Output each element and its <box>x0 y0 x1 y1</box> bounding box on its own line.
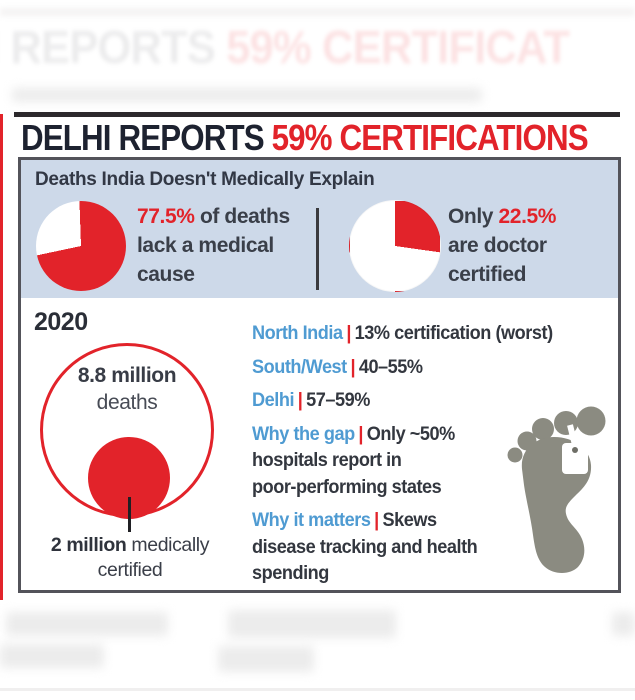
fact-term: Why the gap <box>252 422 355 445</box>
pointer-line <box>128 497 131 532</box>
pie-caption-left: 77.5% of deaths lack a medical cause <box>137 202 290 289</box>
ghost-text-smudge <box>612 612 635 636</box>
ghost-band-top <box>0 8 635 16</box>
fact-value: 40–55% <box>358 355 423 378</box>
infographic-box: Deaths India Doesn't Medically Explain 7… <box>18 157 621 593</box>
fact-term: South/West <box>252 355 347 378</box>
right-pie-text-3: certified <box>448 263 527 286</box>
fact-why-the-gap: Why the gap | Only ~50% hospitals report i… <box>252 421 624 501</box>
fact-separator: | <box>358 422 364 445</box>
bottom-rule-line <box>0 688 635 691</box>
footprint-toe-tag-icon <box>507 406 606 573</box>
pie-caption-right: Only 22.5% are doctor certified <box>448 202 556 289</box>
left-pie-percent: 77.5% <box>137 205 195 228</box>
ghost-text-smudge <box>6 612 168 636</box>
fact-separator: | <box>350 355 356 378</box>
left-pie-text-1: of deaths <box>194 205 290 228</box>
right-pie-text-2: are doctor <box>448 234 547 257</box>
fact-delhi: Delhi | 57–59% <box>252 387 624 414</box>
fact-continuation: hospitals report in <box>252 449 402 471</box>
fact-value: 13% certification (worst) <box>354 322 553 344</box>
left-edge-red-rule <box>0 114 3 600</box>
inner-circle-text: medically <box>126 534 210 556</box>
fact-continuation: disease tracking and health <box>252 535 478 558</box>
fact-value: 57–59% <box>306 389 370 411</box>
fact-term: Why it matters <box>252 509 371 531</box>
ghost-headline-dark: I REPORTS <box>0 21 227 73</box>
inner-circle-label: 2 million medically certified <box>28 533 232 583</box>
inner-circle-value: 2 million <box>50 534 127 556</box>
outer-circle-label: 8.8 million deaths <box>40 362 214 416</box>
ghost-headline: I REPORTS 59% CERTIFICAT <box>0 20 570 74</box>
fact-continuation: poor-performing states <box>252 475 442 498</box>
inner-circle-text-2: certified <box>97 559 163 581</box>
left-pie-text-2: lack a medical <box>137 234 274 257</box>
fact-value: Only ~50% <box>366 422 456 445</box>
header-rule-bar <box>14 112 620 117</box>
outer-circle-value: 8.8 million <box>77 364 177 387</box>
fact-term: Delhi <box>252 389 295 411</box>
left-pie-text-3: cause <box>137 263 195 286</box>
fact-north-india: North India | 13% certification (worst) <box>252 320 624 347</box>
pie-chart-doctor-certified <box>349 200 441 292</box>
ghost-text-smudge <box>0 644 104 668</box>
fact-term: North India <box>252 322 343 344</box>
ghost-text-smudge <box>228 610 396 638</box>
pie-chart-lack-medical-cause <box>36 201 126 291</box>
fact-why-it-matters: Why it matters | Skews disease tracking an… <box>252 507 624 587</box>
pie-panel: Deaths India Doesn't Medically Explain 7… <box>21 160 618 298</box>
facts-list: North India | 13% certification (worst) So… <box>252 320 624 594</box>
page-title-dark: DELHI REPORTS <box>21 117 272 158</box>
fact-continuation: spending <box>252 562 329 584</box>
right-pie-text-1: Only <box>448 205 499 228</box>
page-title-red: 59% CERTIFICATIONS <box>271 117 589 158</box>
page-title: DELHI REPORTS 59% CERTIFICATIONS <box>21 117 589 159</box>
ghost-subtitle-smudge <box>12 88 482 102</box>
panel-divider <box>316 208 319 290</box>
ghost-headline-red: 59% CERTIFICAT <box>226 21 570 73</box>
ghost-text-smudge <box>218 646 314 672</box>
outer-circle-unit: deaths <box>96 391 158 414</box>
fact-south-west: South/West | 40–55% <box>252 354 624 381</box>
right-pie-percent: 22.5% <box>498 205 557 228</box>
year-label: 2020 <box>34 308 88 336</box>
fact-value: Skews <box>382 509 438 531</box>
panel-title: Deaths India Doesn't Medically Explain <box>35 169 375 190</box>
fact-separator: | <box>297 389 303 411</box>
fact-separator: | <box>374 509 379 531</box>
fact-separator: | <box>346 322 351 344</box>
